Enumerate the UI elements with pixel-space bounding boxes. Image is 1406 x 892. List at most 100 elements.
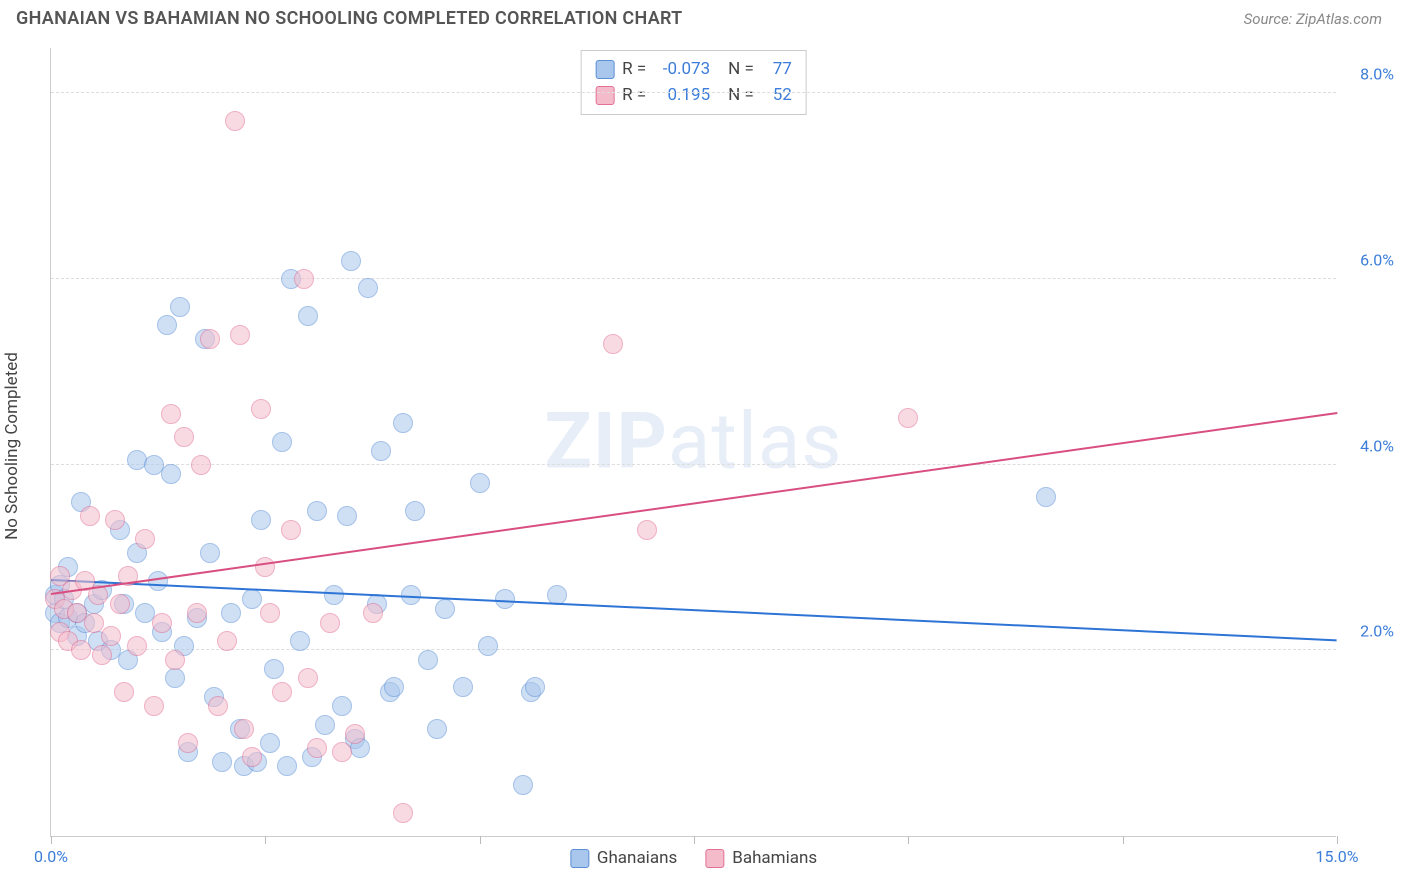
legend-swatch (570, 849, 589, 868)
y-tick-label: 4.0% (1360, 436, 1394, 455)
data-point (225, 111, 245, 131)
data-point (470, 473, 490, 493)
data-point (294, 269, 314, 289)
data-point (405, 501, 425, 521)
data-point (453, 677, 473, 697)
data-point (332, 696, 352, 716)
data-point (478, 636, 498, 656)
legend-item: Bahamians (705, 848, 817, 868)
data-point (272, 432, 292, 452)
data-point (92, 645, 112, 665)
data-point (191, 455, 211, 475)
data-point (898, 408, 918, 428)
chart-title: GHANAIAN VS BAHAMIAN NO SCHOOLING COMPLE… (16, 8, 683, 29)
data-point (393, 413, 413, 433)
data-point (272, 682, 292, 702)
data-point (105, 510, 125, 530)
data-point (298, 306, 318, 326)
data-point (187, 603, 207, 623)
x-tick (694, 836, 695, 844)
data-point (80, 506, 100, 526)
bottom-legend: Ghanaians Bahamians (570, 848, 817, 868)
data-point (251, 510, 271, 530)
data-point (324, 585, 344, 605)
data-point (161, 464, 181, 484)
stat-n-value: 52 (762, 83, 792, 109)
data-point (384, 677, 404, 697)
x-tick (1123, 836, 1124, 844)
data-point (341, 251, 361, 271)
data-point (332, 742, 352, 762)
data-point (264, 659, 284, 679)
gridline (51, 649, 1336, 650)
stat-n-label: N = (728, 57, 754, 83)
stat-r-label: R = (622, 57, 646, 83)
stats-row: R = 0.195 N = 52 (595, 83, 792, 109)
x-tick (480, 836, 481, 844)
trend-line (51, 412, 1337, 595)
stat-n-label: N = (728, 83, 754, 109)
data-point (307, 738, 327, 758)
data-point (178, 733, 198, 753)
data-point (174, 427, 194, 447)
stat-n-value: 77 (762, 57, 792, 83)
data-point (435, 599, 455, 619)
y-tick-label: 8.0% (1360, 65, 1394, 84)
legend-label: Ghanaians (597, 848, 677, 868)
data-point (84, 613, 104, 633)
stat-r-label: R = (622, 83, 646, 109)
watermark: ZIPatlas (544, 397, 842, 488)
data-point (603, 334, 623, 354)
x-tick (1337, 836, 1338, 844)
data-point (363, 603, 383, 623)
data-point (71, 640, 91, 660)
data-point (1036, 487, 1056, 507)
data-point (427, 719, 447, 739)
data-point (217, 631, 237, 651)
x-tick (265, 836, 266, 844)
data-point (320, 613, 340, 633)
y-tick-label: 2.0% (1360, 622, 1394, 641)
data-point (127, 636, 147, 656)
x-tick (908, 836, 909, 844)
data-point (157, 315, 177, 335)
legend-swatch (595, 86, 614, 105)
data-point (230, 325, 250, 345)
data-point (110, 594, 130, 614)
gridline (51, 464, 1336, 465)
scatter-plot-area: ZIPatlas R =-0.073N =77R =0.195N =52 Gha… (50, 48, 1336, 837)
data-point (242, 747, 262, 767)
data-point (221, 603, 241, 623)
stats-row: R = -0.073 N = 77 (595, 57, 792, 83)
data-point (281, 520, 301, 540)
data-point (114, 682, 134, 702)
data-point (200, 543, 220, 563)
legend-swatch (705, 849, 724, 868)
data-point (298, 668, 318, 688)
data-point (358, 278, 378, 298)
data-point (152, 613, 172, 633)
data-point (525, 677, 545, 697)
data-point (212, 752, 232, 772)
stat-r-value: -0.073 (654, 57, 710, 83)
data-point (393, 803, 413, 823)
trend-line (51, 579, 1337, 641)
data-point (637, 520, 657, 540)
data-point (260, 733, 280, 753)
data-point (242, 589, 262, 609)
data-point (144, 696, 164, 716)
data-point (200, 329, 220, 349)
data-point (277, 756, 297, 776)
data-point (165, 668, 185, 688)
stat-r-value: 0.195 (654, 83, 710, 109)
data-point (255, 557, 275, 577)
source-attribution: Source: ZipAtlas.com (1244, 10, 1382, 28)
data-point (345, 724, 365, 744)
gridline (51, 92, 1336, 93)
data-point (513, 775, 533, 795)
legend-swatch (595, 60, 614, 79)
data-point (165, 650, 185, 670)
data-point (208, 696, 228, 716)
data-point (260, 603, 280, 623)
x-tick-label: 0.0% (34, 847, 68, 866)
